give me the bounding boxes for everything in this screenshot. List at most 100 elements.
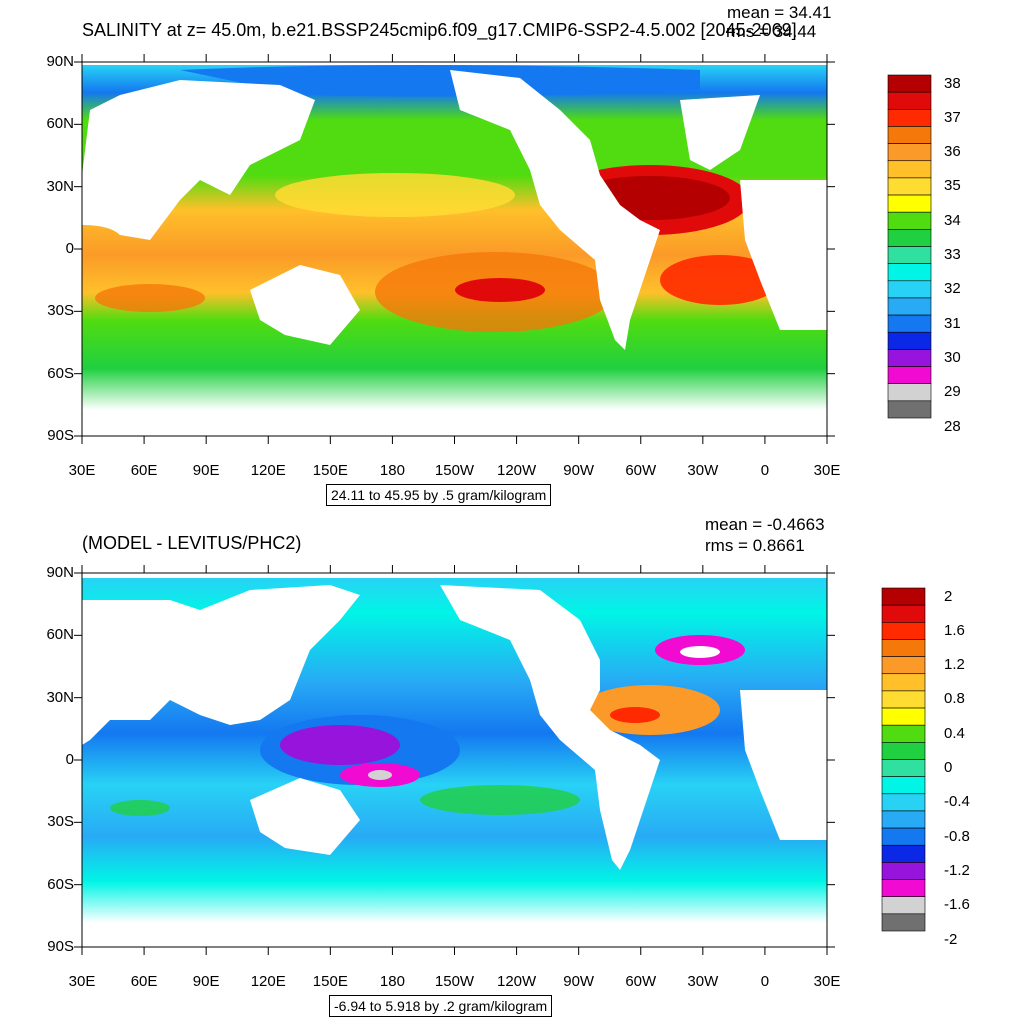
bottom-colorbar-label: -0.8 — [944, 827, 970, 845]
top-colorbar-label: 28 — [944, 417, 961, 435]
bottom-land-eurasia — [82, 585, 360, 745]
bottom-lon-label: 30E — [68, 973, 96, 990]
top-lon-label: 30E — [813, 462, 841, 479]
bottom-lon-label: 120W — [496, 973, 537, 990]
bottom-colorbar-label: 0 — [944, 759, 953, 777]
top-colorbar-box — [887, 314, 932, 333]
bottom-colorbar-box — [881, 724, 926, 743]
bottom-map — [81, 572, 828, 948]
top-colorbar — [887, 74, 932, 419]
bottom-land-americas — [440, 585, 660, 870]
top-lat-label: 0 — [65, 240, 74, 257]
top-colorbar-label: 32 — [944, 280, 961, 298]
bottom-lon-label: 150W — [434, 973, 475, 990]
top-colorbar-box — [887, 211, 932, 230]
bottom-colorbar-box — [881, 827, 926, 846]
bottom-rms-label: rms = 0.8661 — [705, 536, 805, 555]
bottom-mean-label: mean = -0.4663 — [705, 515, 825, 534]
top-colorbar-box — [887, 400, 932, 419]
top-land-americas — [450, 70, 660, 350]
bottom-lat-label: 30S — [47, 813, 74, 831]
bottom-colorbar-box — [881, 587, 926, 606]
top-colorbar-box — [887, 160, 932, 179]
bottom-colorbar-box — [881, 776, 926, 795]
top-colorbar-box — [887, 194, 932, 213]
bottom-lon-label: 30W — [687, 973, 719, 990]
bottom-colorbar-box — [881, 759, 926, 777]
bottom-land-australia — [250, 778, 360, 855]
bottom-colorbar-label: 2 — [944, 587, 953, 605]
top-colorbar-box — [887, 91, 932, 110]
top-lat-label: 90S — [47, 427, 74, 444]
top-colorbar-box — [887, 331, 932, 350]
bottom-range-label: -6.94 to 5.918 by .2 gram/kilogram — [329, 995, 553, 1017]
bottom-lon-label: 0 — [760, 973, 770, 990]
bottom-lat-label: 90S — [47, 938, 74, 955]
bottom-colorbar-label: 0.8 — [944, 690, 965, 708]
bottom-colorbar-box — [881, 742, 926, 760]
bottom-colorbar-label: 1.6 — [944, 621, 965, 639]
top-colorbar-box — [887, 383, 932, 402]
bottom-colorbar-box — [881, 621, 926, 640]
top-range-label: 24.11 to 45.95 by .5 gram/kilogram — [326, 484, 552, 506]
top-colorbar-label: 30 — [944, 348, 961, 366]
top-lon-label: 30E — [68, 462, 96, 479]
top-colorbar-box — [887, 349, 932, 367]
bottom-colorbar-box — [881, 707, 926, 726]
bottom-colorbar-box — [881, 913, 926, 932]
bottom-land-antarctica — [82, 923, 827, 947]
bottom-colorbar-box — [881, 810, 926, 829]
top-lon-label: 90W — [563, 462, 595, 479]
bottom-colorbar-box — [881, 896, 926, 915]
top-arctic-fresh — [180, 65, 700, 97]
top-lat-label: 30N — [46, 177, 74, 195]
top-colorbar-label: 35 — [944, 177, 961, 195]
bottom-lon-label: 180 — [379, 973, 405, 990]
top-land-eurasia — [82, 80, 315, 240]
top-land-africa — [740, 180, 827, 330]
top-colorbar-box — [887, 143, 932, 162]
axis-ticks — [74, 54, 835, 955]
bottom-lon-label: 60E — [130, 973, 158, 990]
top-colorbar-label: 38 — [944, 74, 961, 92]
top-lon-label: 150W — [434, 462, 475, 479]
bottom-lon-label: 120E — [250, 973, 286, 990]
top-colorbar-box — [887, 74, 932, 93]
bottom-panel-title: (MODEL - LEVITUS/PHC2) — [82, 533, 302, 553]
bottom-lat-label: 0 — [65, 751, 74, 768]
top-colorbar-box — [887, 366, 932, 384]
top-colorbar-box — [887, 126, 932, 144]
top-rms-label: rms = 34.44 — [726, 22, 817, 41]
bottom-colorbar-box — [881, 656, 926, 675]
top-lat-label: 90N — [46, 53, 74, 70]
top-land-greenland — [680, 95, 760, 170]
top-colorbar-box — [887, 263, 932, 282]
bottom-lon-label: 30E — [813, 973, 841, 990]
top-lon-label: 90E — [192, 462, 220, 479]
top-lon-label: 120E — [250, 462, 286, 479]
top-colorbar-box — [887, 297, 932, 316]
bottom-colorbar-label: -1.6 — [944, 896, 970, 914]
top-land-antarctica — [82, 410, 827, 436]
top-land-australia — [250, 265, 360, 345]
top-colorbar-box — [887, 246, 932, 264]
top-mean-label: mean = 34.41 — [727, 3, 832, 22]
bottom-colorbar-box — [881, 879, 926, 897]
bottom-lat-label: 90N — [46, 564, 74, 581]
bottom-lon-label: 90E — [192, 973, 220, 990]
bottom-colorbar-label: 1.2 — [944, 656, 965, 674]
top-lon-label: 180 — [379, 462, 405, 479]
bottom-colorbar-box — [881, 673, 926, 692]
bottom-colorbar-box — [881, 604, 926, 623]
top-colorbar-box — [887, 109, 932, 127]
bottom-lat-label: 60S — [47, 875, 74, 893]
bottom-colorbar-box — [881, 793, 926, 812]
top-lon-label: 60E — [130, 462, 158, 479]
bottom-colorbar-label: -1.2 — [944, 861, 970, 879]
top-colorbar-label: 34 — [944, 211, 961, 229]
top-lon-label: 30W — [687, 462, 719, 479]
top-colorbar-box — [887, 280, 932, 299]
bottom-lat-label: 60N — [46, 626, 74, 644]
top-lon-label: 60W — [625, 462, 657, 479]
bottom-land-africa — [740, 690, 827, 840]
